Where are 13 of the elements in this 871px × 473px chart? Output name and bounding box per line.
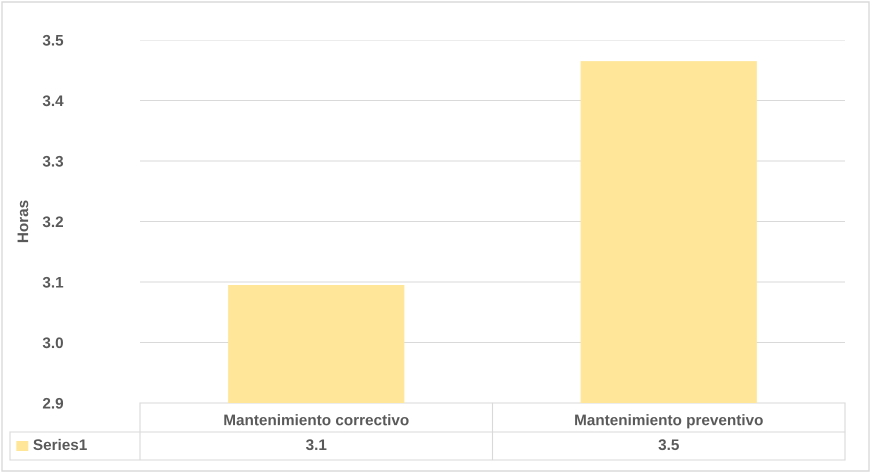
x-tick-label: Mantenimiento correctivo <box>224 414 409 426</box>
legend-label: Series1 <box>33 438 87 450</box>
y-tick-label: 2.9 <box>42 398 64 409</box>
data-label: 3.5 <box>658 439 679 450</box>
y-tick-label: 3.5 <box>42 34 64 46</box>
y-tick-label: 3.0 <box>42 337 63 348</box>
y-axis-title: Horas <box>18 200 28 242</box>
y-tick-label: 3.2 <box>42 216 63 228</box>
y-tick-label: 3.1 <box>42 276 64 288</box>
data-label: 3.1 <box>306 439 326 450</box>
x-tick-label: Mantenimiento preventivo <box>575 414 763 428</box>
y-tick-label: 3.4 <box>42 95 64 106</box>
y-tick-label: 3.3 <box>42 156 64 167</box>
